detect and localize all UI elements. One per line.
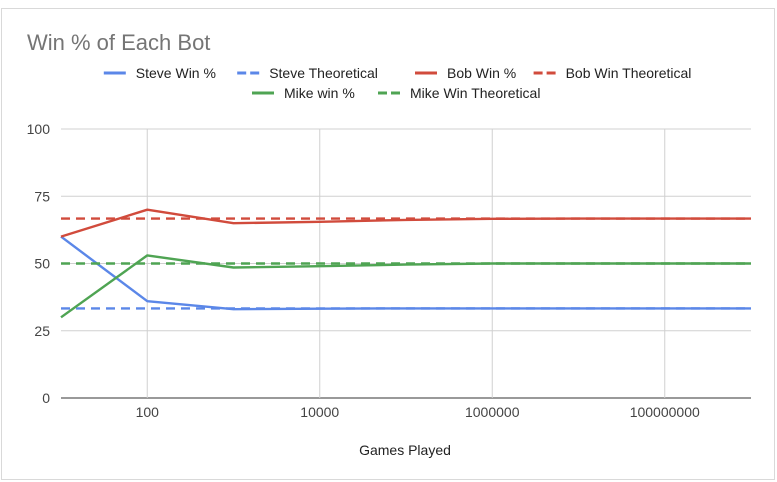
x-tick-label: 100 [136,404,160,420]
legend-label: Mike win % [284,85,355,101]
legend-label: Bob Win Theoretical [566,65,692,81]
y-tick-label: 25 [34,323,50,339]
y-tick-label: 100 [27,121,51,137]
y-tick-label: 0 [42,390,50,406]
x-tick-label: 1000000 [465,404,520,420]
x-axis-title: Games Played [359,442,451,458]
legend-label: Mike Win Theoretical [410,85,540,101]
sheet-background [0,0,777,8]
chart-title: Win % of Each Bot [27,30,211,55]
legend-label: Steve Win % [136,65,216,81]
y-tick-label: 75 [34,188,50,204]
chart-container[interactable] [1,8,775,480]
x-tick-label: 100000000 [630,404,700,420]
legend-label: Bob Win % [447,65,516,81]
y-tick-label: 50 [34,256,50,272]
x-tick-label: 10000 [300,404,339,420]
series-layer [60,208,751,319]
legend[interactable]: Steve Win % Steve Theoretical Bob Win % Bob… [103,65,692,101]
ticks-layer: 0 25 50 75 100 100 10000 1000000 100000000 [27,121,700,420]
legend-label: Steve Theoretical [269,65,378,81]
series-line[interactable] [60,235,751,311]
series-line[interactable] [60,208,751,238]
